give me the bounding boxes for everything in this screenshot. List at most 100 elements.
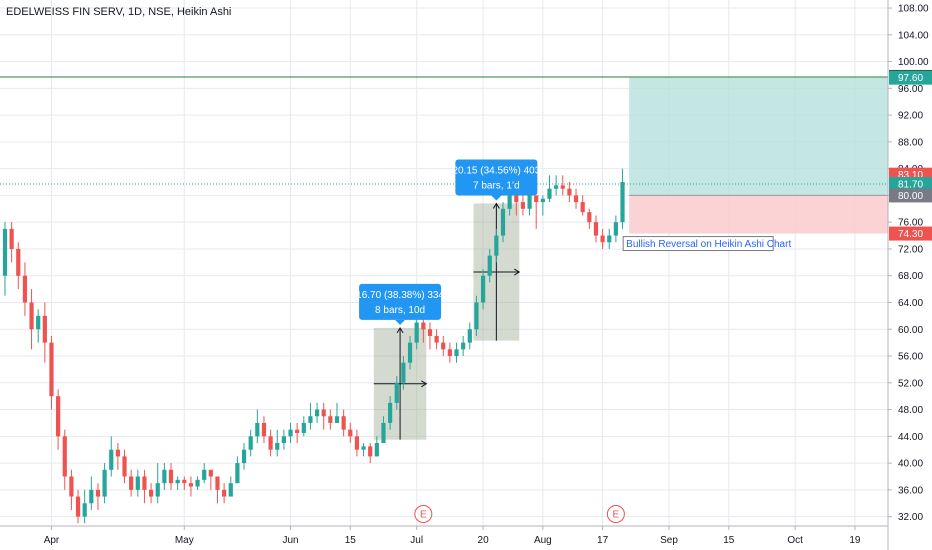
candle	[22, 262, 28, 316]
candle	[600, 228, 605, 249]
candle	[228, 476, 233, 497]
candle	[388, 396, 393, 430]
candle-body	[162, 469, 167, 484]
measure-2-tooltip-pointer	[491, 195, 502, 201]
candle-body	[494, 235, 499, 256]
stop-zone	[629, 195, 888, 234]
annotation-labels: 16.70 (38.38%) 334 8 bars, 10d 20.15 (34.5…	[356, 159, 791, 325]
candle	[155, 463, 160, 504]
candle	[547, 175, 552, 203]
candle	[500, 202, 506, 243]
candle-body	[281, 436, 286, 444]
price-tick-label: 32.00	[898, 512, 923, 523]
price-axis[interactable]: 32.00 36.00 40.00 44.00 48.00 52.00 56.00 60.00…	[887, 0, 929, 550]
candle	[554, 175, 559, 196]
candle-body	[520, 202, 526, 209]
candle-body	[182, 479, 187, 484]
candle	[447, 342, 452, 363]
candle	[102, 463, 107, 504]
candle	[361, 443, 366, 457]
candle-body	[547, 188, 552, 199]
candle-body	[567, 188, 572, 196]
time-tick-label: 15	[345, 535, 357, 546]
candle-body	[454, 349, 459, 357]
candle-body	[467, 329, 472, 343]
candle	[42, 302, 47, 363]
candle	[341, 409, 346, 437]
candle	[175, 476, 180, 490]
candle	[49, 335, 54, 410]
candle	[288, 422, 293, 444]
time-tick-label: May	[175, 535, 194, 546]
price-tick-label: 92.00	[898, 111, 923, 122]
candle-body	[255, 422, 260, 437]
candle	[168, 463, 174, 490]
candle-body	[42, 315, 47, 343]
measure-1-tooltip-pointer	[395, 319, 406, 325]
candle-body	[587, 212, 592, 223]
candles	[2, 168, 625, 524]
price-tick-label: 76.00	[898, 218, 923, 229]
candle	[607, 228, 612, 249]
price-tick-label: 52.00	[898, 378, 923, 389]
candle-body	[195, 479, 200, 487]
candle-body	[122, 456, 127, 477]
candle	[520, 195, 526, 216]
candle-body	[534, 195, 539, 203]
time-axis[interactable]: 17AprMayJun15Jul20Aug17Sep15Oct19	[0, 525, 888, 546]
candle	[560, 175, 565, 196]
candle	[368, 443, 373, 464]
candle-body	[500, 208, 506, 236]
candle	[16, 242, 21, 290]
time-tick-label: 19	[849, 535, 861, 546]
time-tick-label: Oct	[787, 535, 803, 546]
price-tick-label: 64.00	[898, 298, 923, 309]
price-tick-label: 96.00	[898, 84, 923, 95]
candle-body	[241, 449, 247, 464]
measure-1-tooltip-line2: 8 bars, 10d	[375, 305, 425, 316]
candle	[540, 195, 545, 216]
candle-body	[354, 436, 360, 450]
candle	[248, 429, 253, 457]
candle-body	[228, 483, 233, 497]
candle-body	[56, 396, 61, 437]
price-tick-label: 68.00	[898, 271, 923, 282]
candle-body	[142, 476, 147, 490]
pattern-label: Bullish Reversal on Heikin Ashi Chart	[626, 239, 791, 250]
candle	[414, 315, 419, 350]
candle-body	[600, 235, 605, 243]
candle-body	[109, 449, 114, 470]
candle	[202, 463, 207, 484]
candle-body	[135, 476, 140, 490]
time-tick-label: Aug	[534, 535, 552, 546]
candle	[374, 436, 379, 457]
candle-body	[102, 469, 107, 497]
candle	[29, 289, 34, 350]
candle	[75, 489, 81, 524]
price-tick-label: 48.00	[898, 405, 923, 416]
candle-body	[507, 195, 512, 209]
candle	[56, 389, 61, 450]
candle	[89, 476, 94, 510]
candle-body	[348, 429, 353, 437]
candle	[235, 456, 240, 484]
candle	[62, 429, 67, 490]
price-tick-label: 40.00	[898, 459, 923, 470]
candle	[474, 295, 479, 336]
candle	[587, 208, 592, 229]
candle-body	[321, 409, 326, 417]
candle	[188, 476, 194, 497]
price-tag-label: 81.70	[898, 180, 923, 191]
candle	[281, 429, 286, 450]
earnings-marker	[606, 505, 625, 523]
candle	[301, 416, 306, 437]
candle-body	[288, 429, 293, 437]
candle-body	[295, 429, 300, 433]
price-tick-label: 60.00	[898, 325, 923, 336]
candle-body	[374, 443, 379, 457]
candle	[467, 322, 472, 350]
candle-body	[202, 469, 207, 480]
time-tick-label: Apr	[44, 535, 60, 546]
candle	[567, 182, 572, 203]
